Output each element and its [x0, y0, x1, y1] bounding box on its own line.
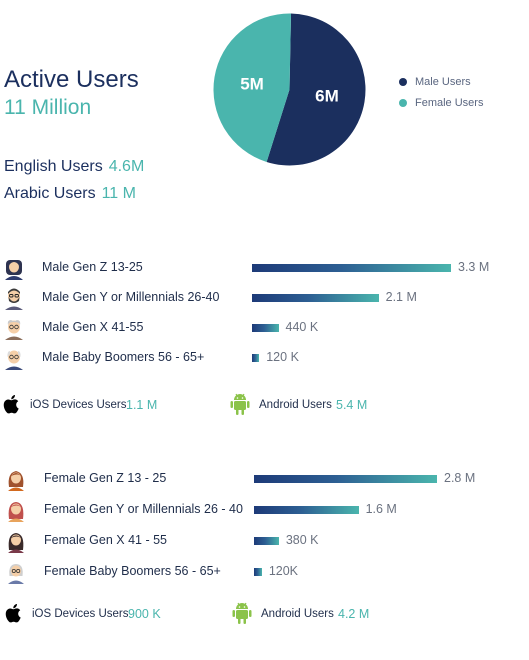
english-users-row: English Users 4.6M [4, 158, 144, 176]
male-ios-value: 1.1 M [126, 398, 158, 412]
age-group-bar [254, 537, 279, 545]
dark-haired-woman-avatar-icon [4, 529, 28, 553]
arabic-users-value: 11 M [101, 185, 136, 202]
android-icon [232, 602, 252, 624]
age-group-value: 3.3 M [458, 260, 490, 274]
age-group-value: 440 K [285, 320, 319, 334]
age-group-label: Female Gen X 41 - 55 [44, 533, 167, 547]
apple-icon [3, 395, 19, 414]
age-group-label: Male Gen Z 13-25 [42, 260, 143, 274]
age-group-bar [252, 294, 379, 302]
age-group-label: Female Baby Boomers 56 - 65+ [44, 564, 221, 578]
apple-icon [5, 604, 21, 623]
woman-avatar-icon [4, 498, 28, 522]
elderly-woman-avatar-icon [4, 560, 28, 584]
elderly-man-avatar-icon [2, 346, 26, 370]
english-users-value: 4.6M [108, 158, 145, 175]
legend-male-swatch [399, 78, 407, 86]
legend-female-label: Female Users [415, 97, 484, 109]
age-group-bar [254, 506, 359, 514]
age-group-label: Male Gen Y or Millennials 26-40 [42, 290, 220, 304]
age-group-value: 1.6 M [365, 502, 397, 516]
arabic-users-row: Arabic Users 11 M [4, 185, 136, 203]
page-title: Active Users [4, 66, 139, 93]
age-group-label: Male Gen X 41-55 [42, 320, 144, 334]
age-group-bar [252, 324, 279, 332]
arabic-users-label: Arabic Users [4, 185, 96, 202]
pie-slice-male-users [266, 13, 366, 166]
age-group-value: 120K [268, 564, 299, 578]
age-group-bar [252, 264, 451, 272]
legend-male: Male Users [399, 76, 471, 88]
older-man-avatar-icon [2, 316, 26, 340]
female-android-label: Android Users [261, 608, 334, 620]
age-group-bar [254, 475, 437, 483]
age-group-value: 120 K [266, 350, 299, 364]
bearded-man-avatar-icon [2, 286, 26, 310]
male-ios-label: iOS Devices Users [30, 399, 127, 411]
pie-label-female-users: 5M [240, 74, 264, 93]
age-group-bar [254, 568, 262, 576]
age-group-value: 2.1 M [385, 290, 417, 304]
english-users-label: English Users [4, 158, 103, 175]
age-group-label: Female Gen Z 13 - 25 [44, 471, 167, 485]
pie-slice-female-users [213, 13, 292, 162]
female-android-value: 4.2 M [338, 607, 370, 621]
male-android-value: 5.4 M [336, 398, 368, 412]
age-group-bar [252, 354, 260, 362]
age-group-value: 380 K [285, 533, 319, 547]
age-group-label: Female Gen Y or Millennials 26 - 40 [44, 502, 243, 516]
gender-pie-chart: 6M 5M [213, 13, 366, 166]
legend-male-label: Male Users [415, 76, 471, 88]
pie-label-male-users: 6M [315, 87, 339, 106]
legend-female: Female Users [399, 97, 483, 109]
young-man-avatar-icon [2, 256, 26, 280]
male-android-label: Android Users [259, 399, 332, 411]
total-users: 11 Million [4, 96, 92, 119]
age-group-label: Male Baby Boomers 56 - 65+ [42, 350, 205, 364]
young-woman-avatar-icon [4, 467, 28, 491]
legend-female-swatch [399, 99, 407, 107]
age-group-value: 2.8 M [444, 471, 476, 485]
female-ios-label: iOS Devices Users [32, 608, 129, 620]
female-ios-value: 900 K [128, 607, 161, 621]
android-icon [230, 393, 250, 415]
